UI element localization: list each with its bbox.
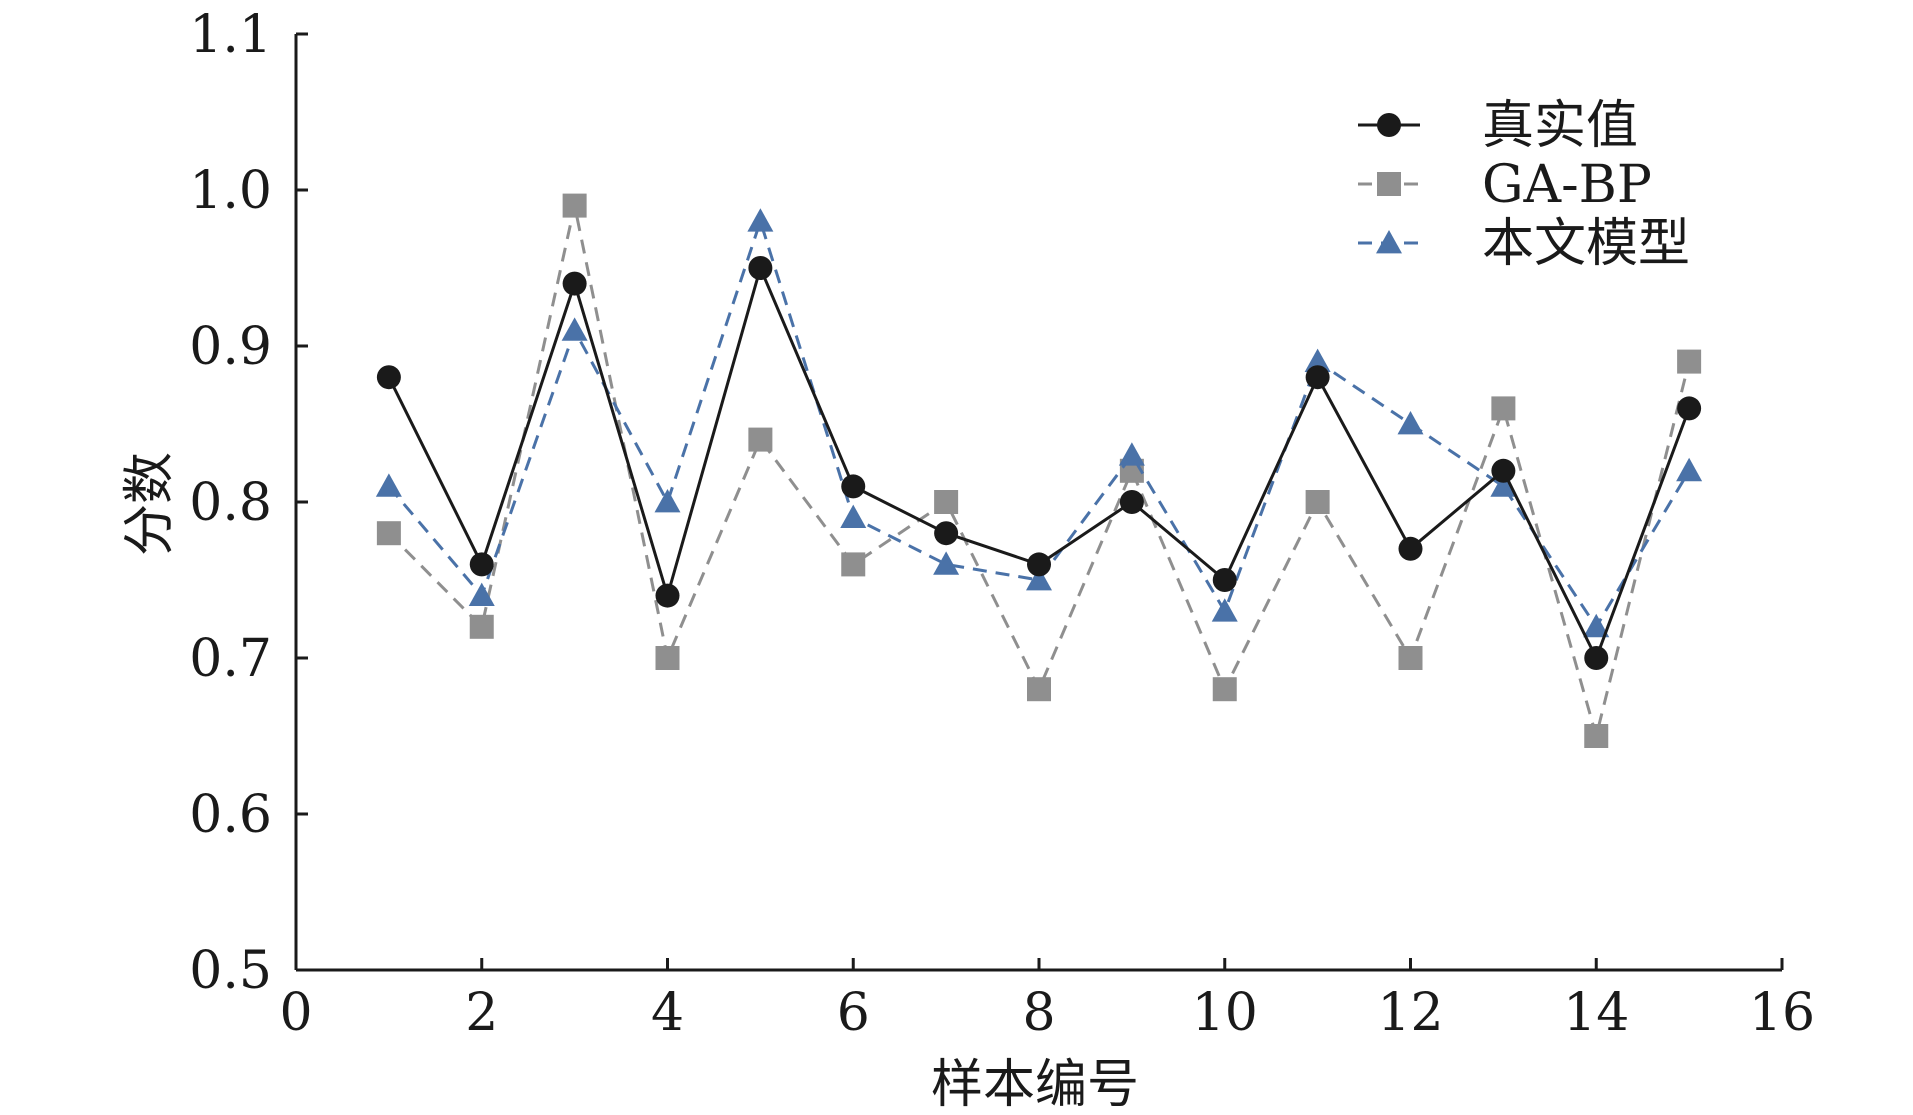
data-point [748, 427, 773, 452]
data-point [1583, 613, 1610, 638]
data-point [376, 365, 401, 390]
data-point [1398, 536, 1423, 561]
x-axis-title: 样本编号 [931, 1055, 1139, 1110]
data-point [1491, 396, 1516, 421]
data-point [1118, 442, 1145, 466]
series-line [387, 266, 1691, 660]
x-tick-label: 8 [1022, 983, 1055, 1043]
x-tick-label: 0 [279, 983, 312, 1043]
series-0 [376, 256, 1702, 670]
x-tick-label: 12 [1377, 983, 1443, 1043]
data-point [655, 583, 680, 608]
legend-item: GA-BP [1358, 155, 1652, 215]
data-point [1676, 457, 1703, 482]
data-point [655, 646, 680, 670]
y-tick-label: 0.9 [189, 317, 272, 377]
x-tick-label: 6 [837, 983, 870, 1043]
data-point [841, 474, 866, 499]
data-point [1677, 349, 1702, 374]
x-tick-label: 4 [651, 983, 684, 1043]
data-point [841, 552, 866, 577]
x-tick-label: 2 [465, 983, 498, 1043]
y-tick-label: 1.1 [189, 5, 272, 65]
y-tick-label: 0.6 [189, 785, 272, 845]
data-point [1398, 646, 1423, 670]
legend-marker [1377, 172, 1401, 196]
data-point [934, 490, 959, 514]
y-tick-label: 0.7 [189, 629, 272, 689]
data-point [562, 193, 587, 218]
legend-label: 本文模型 [1482, 214, 1690, 274]
y-tick-label: 0.5 [189, 941, 272, 1001]
data-point [1304, 348, 1331, 372]
data-point [1397, 411, 1424, 435]
data-point [469, 552, 494, 577]
data-point [1305, 490, 1330, 514]
x-tick-label: 16 [1749, 983, 1815, 1043]
x-tick-label: 14 [1563, 983, 1629, 1043]
x-tick-label: 10 [1192, 983, 1258, 1043]
legend-marker [1376, 230, 1402, 254]
data-point [933, 551, 960, 575]
data-point [934, 521, 959, 546]
data-point [1677, 396, 1702, 421]
data-point [468, 582, 495, 606]
data-point [840, 504, 867, 528]
axes-layer: 0 2 4 6 8 10 12 14 16 0.5 0.6 0.7 0.8 0.9 1.0 1.1 [189, 5, 1815, 1043]
legend-item: 真实值 [1358, 96, 1638, 156]
series-1 [376, 193, 1702, 748]
data-point [561, 317, 588, 341]
data-point [1584, 724, 1609, 748]
data-point [1119, 490, 1144, 514]
data-point [375, 473, 402, 497]
data-point [1027, 677, 1051, 702]
data-point [748, 256, 773, 280]
data-point [1212, 677, 1237, 702]
data-point [1027, 552, 1051, 577]
data-point [1026, 567, 1052, 591]
data-point [469, 614, 494, 639]
data-point [747, 208, 774, 232]
data-point [1305, 365, 1330, 390]
data-point [1490, 473, 1517, 497]
legend-label: GA-BP [1482, 155, 1652, 215]
data-point [654, 489, 681, 513]
series-layer [375, 193, 1703, 748]
y-tick-label: 1.0 [189, 161, 272, 221]
legend-label: 真实值 [1482, 96, 1638, 156]
data-point [1212, 568, 1237, 592]
data-point [562, 271, 587, 296]
y-axis-title: 分数 [120, 452, 180, 556]
data-point [1491, 458, 1516, 483]
data-point [376, 521, 401, 546]
data-point [1584, 646, 1609, 670]
y-tick-label: 0.8 [189, 473, 272, 533]
legend-item: 本文模型 [1358, 214, 1690, 274]
data-point [1211, 598, 1238, 622]
legend-marker [1377, 113, 1401, 137]
